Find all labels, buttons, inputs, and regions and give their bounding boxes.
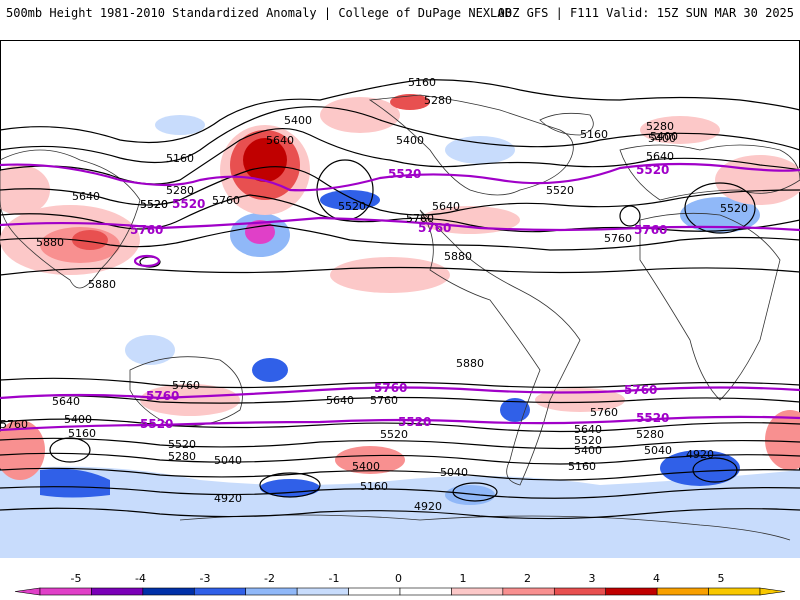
contour-label: 5160 <box>360 480 388 493</box>
contour-label: 5760 <box>406 212 434 225</box>
highlight-label: 5520 <box>172 197 205 211</box>
contour-label: 5400 <box>64 413 92 426</box>
contour-label: 5520 <box>168 438 196 451</box>
highlight-label: 5520 <box>398 415 431 429</box>
legend-swatch <box>708 587 761 596</box>
contour-label: 5880 <box>36 236 64 249</box>
legend-swatch <box>656 587 709 596</box>
contour-value-labels: 5160 5280 5400 5400 5640 5160 5280 5640 … <box>0 76 748 513</box>
legend-swatch <box>553 587 607 596</box>
contour-label: 5640 <box>326 394 354 407</box>
highlight-label: 5520 <box>388 167 421 181</box>
legend-swatch <box>605 587 658 596</box>
contour-label: 5640 <box>646 150 674 163</box>
legend-swatch <box>245 587 298 596</box>
contour-label: 5160 <box>68 427 96 440</box>
contour-label: 5640 <box>72 190 100 203</box>
highlight-label: 5520 <box>140 417 173 431</box>
highlight-contour-labels: 5520 5520 5760 5760 5520 5760 5760 5520 … <box>130 163 669 431</box>
contour-label: 5280 <box>166 184 194 197</box>
map-title: 500mb Height 1981-2010 Standardized Anom… <box>6 6 512 20</box>
contour-label: 5520 <box>338 200 366 213</box>
legend-tick-label: 3 <box>589 572 596 585</box>
highlight-label: 5520 <box>636 163 669 177</box>
highlight-label: 5760 <box>374 381 407 395</box>
contour-label: 5280 <box>168 450 196 463</box>
contour-label: 5640 <box>574 423 602 436</box>
contour-label: 5400 <box>396 134 424 147</box>
legend-swatch <box>193 587 247 596</box>
legend-swatch <box>142 587 195 596</box>
highlight-label: 5760 <box>624 383 657 397</box>
model-run-info: 00Z GFS | F111 Valid: 15Z SUN MAR 30 202… <box>497 6 794 20</box>
legend-swatch <box>348 587 401 596</box>
contour-label: 5040 <box>214 454 242 467</box>
contour-label: 5760 <box>604 232 632 245</box>
contour-label: 5400 <box>352 460 380 473</box>
legend-swatch <box>296 587 349 596</box>
contour-label: 5520 <box>140 198 168 211</box>
contour-label: 5520 <box>380 428 408 441</box>
contour-label: 5280 <box>636 428 664 441</box>
contour-label: 5400 <box>574 444 602 457</box>
legend-tick-label: -1 <box>329 572 340 585</box>
contour-label: 5040 <box>440 466 468 479</box>
contour-label: 5160 <box>580 128 608 141</box>
contour-label: 5760 <box>590 406 618 419</box>
legend-swatch <box>91 587 144 596</box>
contour-label: 5520 <box>574 434 602 447</box>
contour-label: 4920 <box>686 448 714 461</box>
legend-tick-label: 1 <box>460 572 467 585</box>
contour-label: 5640 <box>432 200 460 213</box>
legend-swatch <box>399 587 452 596</box>
legend-ticks: -5 -4 -3 -2 -1 0 1 2 3 4 5 <box>71 572 725 585</box>
legend-tick-label: -5 <box>71 572 82 585</box>
highlight-label: 5760 <box>146 389 179 403</box>
contour-label: 5160 <box>568 460 596 473</box>
map-header: 500mb Height 1981-2010 Standardized Anom… <box>0 0 800 26</box>
highlight-label: 5760 <box>634 223 667 237</box>
highlight-label: 5760 <box>418 221 451 235</box>
legend-color-bar <box>14 587 786 596</box>
contour-label: 5280 <box>424 94 452 107</box>
contour-label: 5400 <box>650 130 678 143</box>
contour-label: 5040 <box>644 444 672 457</box>
legend-tick-label: 5 <box>718 572 725 585</box>
legend-swatch <box>39 587 92 596</box>
legend-max-arrow <box>759 587 786 596</box>
contour-label: 5880 <box>456 357 484 370</box>
legend-swatch <box>502 587 555 596</box>
legend-min-arrow <box>14 587 41 596</box>
legend-tick-label: 0 <box>395 572 402 585</box>
contour-label: 5400 <box>648 132 676 145</box>
highlight-label: 5520 <box>636 411 669 425</box>
anomaly-color-legend: -5 -4 -3 -2 -1 0 1 2 3 4 5 <box>14 572 786 596</box>
contour-label: 5160 <box>408 76 436 89</box>
contour-label: 5880 <box>88 278 116 291</box>
contour-label: 5760 <box>212 194 240 207</box>
legend-tick-label: -2 <box>264 572 275 585</box>
contour-label: 5280 <box>646 120 674 133</box>
legend-tick-label: 4 <box>653 572 660 585</box>
highlight-contours <box>0 162 800 432</box>
contour-label: 5880 <box>444 250 472 263</box>
contour-label: 5160 <box>166 152 194 165</box>
contour-label: 4920 <box>414 500 442 513</box>
contour-label: 5640 <box>52 395 80 408</box>
legend-swatch <box>451 587 504 596</box>
world-anomaly-map: 5160 5280 5400 5400 5640 5160 5280 5640 … <box>0 40 800 558</box>
legend-tick-label: 2 <box>524 572 531 585</box>
contour-label: 4920 <box>214 492 242 505</box>
contour-label: 5520 <box>720 202 748 215</box>
contour-label: 5760 <box>172 379 200 392</box>
highlight-label: 5760 <box>130 223 163 237</box>
contour-label: 5400 <box>284 114 312 127</box>
legend-tick-label: -4 <box>135 572 146 585</box>
contour-label: 5640 <box>266 134 294 147</box>
contour-label: 5520 <box>546 184 574 197</box>
contour-label: 5520 <box>140 198 168 211</box>
contour-label: 5760 <box>0 418 28 431</box>
contour-label: 5760 <box>370 394 398 407</box>
legend-tick-label: -3 <box>200 572 211 585</box>
